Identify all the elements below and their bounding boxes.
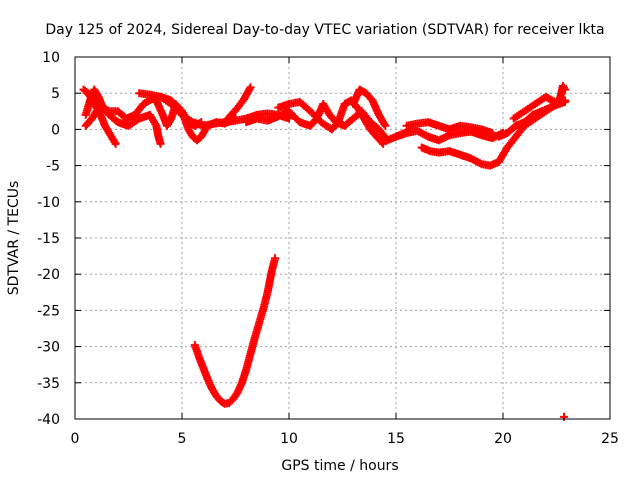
y-tick-label: -5 [46,159,60,175]
x-tick-label: 5 [178,431,187,447]
x-tick-label: 15 [387,431,405,447]
data-point [488,129,497,138]
data-point [561,85,570,94]
data-point [231,114,240,123]
data-point [559,412,568,421]
data-point [377,138,386,147]
data-marks [79,81,570,421]
y-tick-label: 0 [51,122,60,138]
series-trace-6 [220,83,255,127]
data-point [271,254,280,263]
data-point [197,118,206,127]
data-point [111,139,120,148]
series-trace-15 [190,254,280,408]
y-tick-label: 5 [51,86,60,102]
y-tick-label: -35 [37,376,60,392]
y-tick-label: -30 [37,340,60,356]
y-tick-label: -20 [37,267,60,283]
series-trace-14 [509,81,570,123]
y-tick-label: 10 [42,50,60,66]
data-point [381,121,390,130]
x-tick-label: 10 [280,431,298,447]
y-tick-label: -10 [37,195,60,211]
data-point [285,114,293,123]
series-trace-9 [349,85,390,130]
chart-title: Day 125 of 2024, Sidereal Day-to-day VTE… [45,22,604,38]
series-trace-3 [81,100,165,148]
y-axis-label: SDTVAR / TECUs [6,181,22,296]
y-tick-label: -15 [37,231,60,247]
series-trace-13 [494,97,570,141]
x-tick-label: 20 [494,431,512,447]
series-trace-7 [242,100,418,145]
tick-marks [74,56,611,420]
data-point [156,139,165,148]
x-axis-label: GPS time / hours [281,458,398,474]
x-tick-label: 25 [601,431,619,447]
series-outlier [559,412,568,421]
y-tick-label: -25 [37,303,60,319]
data-point [379,139,388,148]
series-trace-11 [402,118,497,138]
y-tick-label: -40 [37,412,60,428]
data-point [246,83,255,92]
x-tick-label: 0 [71,431,80,447]
tick-labels: 0 5 10 15 20 25 10 5 0 -5 -10 -15 -20 -25 -30 -35 -40 [37,50,619,447]
series-trace-8 [274,96,388,148]
